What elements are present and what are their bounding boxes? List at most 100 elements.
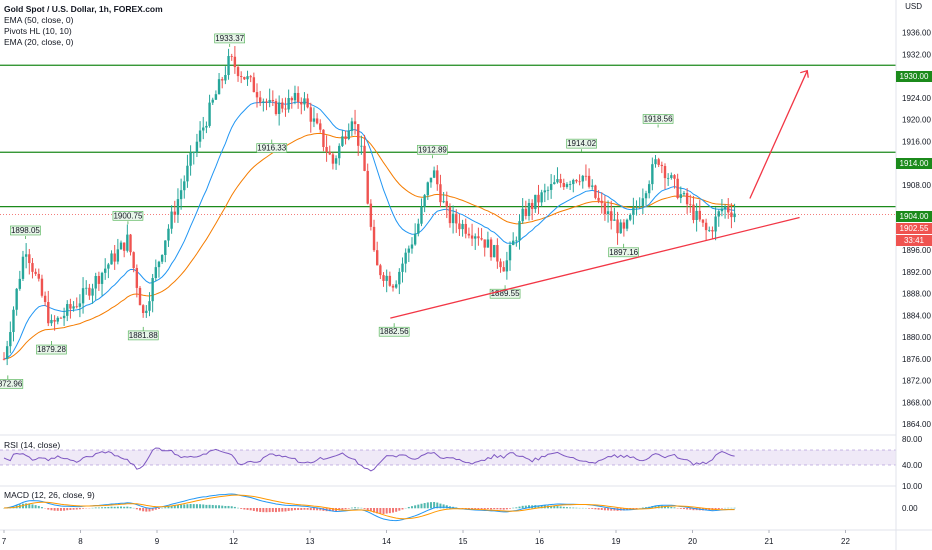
candle-body [417, 223, 420, 234]
candle-body [483, 239, 486, 248]
pivot-label-box [642, 114, 674, 124]
candle-body [62, 315, 66, 319]
candle-body [249, 76, 252, 78]
candle-body [515, 240, 518, 242]
candle-body [679, 194, 683, 198]
rsi-legend[interactable]: RSI (14, close) [4, 440, 61, 450]
candle-body [2, 358, 6, 360]
pivot-label: 1933.37 [215, 34, 244, 43]
macd-histogram-bar [249, 508, 252, 511]
candle-body [18, 278, 22, 289]
candle-body [363, 145, 366, 171]
candle-body [145, 310, 148, 313]
countdown-tag: 33:41 [896, 235, 932, 246]
candle-body [404, 252, 407, 264]
y-tick-label: 1892.00 [902, 268, 931, 277]
macd-histogram-bar [426, 502, 429, 509]
macd-histogram-bar [667, 506, 670, 509]
y-tick-label: 1908.00 [902, 181, 931, 190]
macd-histogram-bar [53, 508, 56, 511]
candle-body [553, 182, 556, 185]
macd-histogram-bar [183, 504, 186, 509]
candle-body [300, 102, 303, 105]
macd-histogram-bar [572, 507, 575, 509]
macd-histogram-bar [208, 504, 211, 509]
indicator-pivots[interactable]: Pivots HL (10, 10) [4, 26, 72, 36]
macd-histogram-bar [82, 508, 85, 509]
candle-body [233, 56, 237, 68]
macd-histogram-bar [271, 508, 274, 512]
candle-body [606, 211, 610, 214]
candle-body [135, 267, 139, 288]
candle-body [334, 158, 338, 164]
candle-body [727, 206, 730, 213]
candle-body [151, 278, 154, 302]
candle-body [597, 197, 600, 201]
candle-body [202, 127, 205, 131]
indicator-ema20[interactable]: EMA (20, close, 0) [4, 37, 74, 47]
macd-histogram-bar [309, 508, 312, 511]
candle-body [31, 263, 34, 272]
macd-histogram-bar [727, 507, 730, 509]
macd-histogram-bar [686, 508, 689, 510]
macd-tick-label: 10.00 [902, 482, 923, 491]
y-tick-label: 1932.00 [902, 50, 931, 59]
x-tick-label: 22 [841, 537, 850, 546]
candle-body [714, 216, 717, 232]
candle-body [382, 275, 385, 281]
macd-histogram-bar [34, 505, 37, 509]
macd-histogram-bar [575, 507, 578, 509]
candle-body [290, 98, 294, 101]
candle-body [704, 222, 708, 231]
candle-body [429, 177, 433, 183]
macd-histogram-bar [227, 505, 230, 509]
macd-histogram-bar [417, 504, 420, 509]
pivot-label-box [0, 379, 24, 389]
pivot-label-box [566, 138, 597, 149]
candle-body [34, 271, 37, 274]
candle-body [94, 276, 97, 289]
macd-histogram-bar [104, 507, 107, 509]
candle-body [407, 248, 411, 253]
macd-histogram-bar [363, 508, 366, 509]
candle-body [347, 130, 350, 139]
pivot-label: 1912.89 [418, 145, 447, 154]
macd-histogram-bar [341, 508, 344, 510]
macd-histogram-bar [290, 508, 293, 511]
candle-body [401, 263, 404, 272]
macd-legend[interactable]: MACD (12, 26, close, 9) [4, 490, 95, 500]
candle-body [192, 152, 195, 154]
macd-histogram-bar [679, 508, 682, 509]
candle-body [211, 99, 214, 103]
candle-body [474, 236, 477, 239]
macd-histogram-bar [186, 504, 189, 509]
symbol-title[interactable]: Gold Spot / U.S. Dollar, 1h, FOREX.com [4, 4, 163, 14]
x-tick-label: 14 [382, 537, 391, 546]
candle-body [635, 206, 638, 208]
macd-histogram-bar [211, 504, 214, 509]
candle-body [186, 165, 189, 182]
drawings[interactable] [390, 69, 809, 319]
x-tick-label: 9 [155, 537, 160, 546]
macd-histogram-bar [483, 508, 486, 510]
pivot-label: 1897.16 [609, 248, 638, 257]
macd-histogram-bar [75, 508, 78, 510]
candle-body [262, 101, 265, 103]
macd-histogram-bar [540, 505, 543, 509]
macd-histogram-bar [401, 508, 404, 510]
macd-histogram-bar [600, 508, 603, 510]
trend-line [390, 216, 800, 319]
candle-body [69, 304, 72, 309]
indicator-ema50[interactable]: EMA (50, close, 0) [4, 15, 74, 25]
macd-histogram-bar [347, 508, 350, 509]
candle-body [28, 254, 31, 264]
macd-histogram-bar [265, 508, 268, 513]
y-tick-label: 1916.00 [902, 137, 931, 146]
candle-body [110, 253, 113, 265]
macd-histogram-bar [376, 508, 379, 514]
macd-histogram-bar [607, 508, 610, 511]
rsi-line [3, 447, 735, 472]
candle-body [85, 287, 88, 289]
pivot-label: 1900.75 [113, 211, 142, 220]
